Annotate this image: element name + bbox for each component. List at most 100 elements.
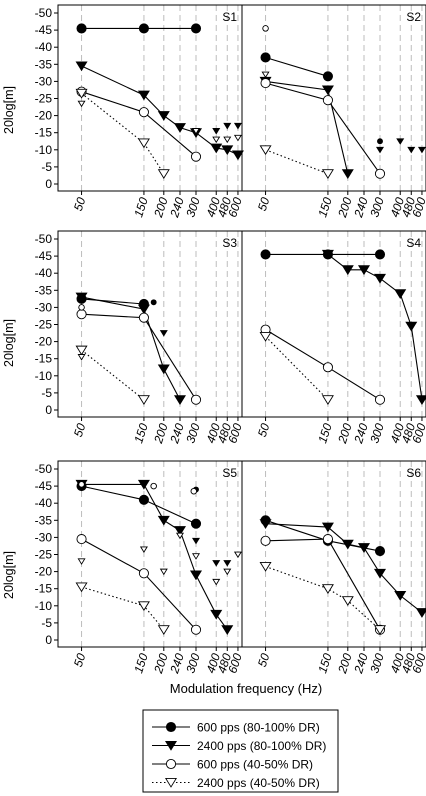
x-tick-label: 480	[215, 651, 235, 675]
data-point-unconnected	[377, 138, 383, 145]
x-tick-label: 480	[399, 195, 419, 219]
x-tick-label: 50	[71, 421, 89, 438]
x-tick-label: 150	[131, 421, 151, 445]
x-tick-label: 300	[183, 651, 203, 675]
legend-marker	[165, 721, 177, 733]
x-tick-label: 400	[388, 651, 408, 675]
data-point	[394, 289, 407, 300]
data-point	[322, 71, 333, 82]
data-point	[374, 394, 386, 405]
legend-entry: 2400 pps (40-50% DR)	[152, 776, 320, 790]
panel-frame	[241, 460, 426, 648]
data-point	[221, 625, 234, 636]
series-line	[81, 313, 197, 400]
y-tick-label: -5	[41, 160, 52, 174]
data-point	[373, 568, 387, 579]
y-tick-label: -25	[35, 318, 53, 332]
data-point	[321, 85, 334, 96]
data-point	[415, 395, 426, 406]
data-point	[157, 111, 170, 121]
data-point-unconnected	[212, 560, 221, 567]
data-point	[210, 143, 223, 154]
y-tick-label: -10	[35, 369, 53, 383]
series-line	[265, 565, 381, 631]
data-point	[138, 568, 149, 579]
data-point	[341, 265, 354, 276]
y-tick-label: -35	[35, 57, 53, 71]
y-tick-label: -50	[35, 462, 53, 476]
y-tick-label: -25	[35, 548, 53, 562]
y-tick-label: -35	[35, 283, 53, 297]
series-line	[81, 65, 239, 156]
x-tick-label: 400	[204, 421, 224, 445]
data-point	[173, 526, 186, 536]
x-tick-label: 50	[255, 651, 273, 668]
data-point	[373, 625, 387, 636]
x-tick-label: 150	[131, 651, 151, 675]
series-2	[259, 519, 426, 618]
series-1	[260, 52, 383, 145]
series-line	[81, 296, 181, 400]
panel-label: S3	[222, 236, 237, 250]
data-point	[341, 169, 354, 180]
x-tick-label: 50	[71, 195, 89, 212]
x-tick-label: 200	[151, 195, 171, 220]
data-point-unconnected	[190, 487, 198, 495]
data-point-unconnected	[159, 330, 168, 337]
x-axis-title: Modulation frequency (Hz)	[170, 681, 322, 696]
data-point-unconnected	[191, 128, 201, 135]
x-tick-label: 600	[225, 195, 245, 219]
x-tick-label: 150	[315, 421, 335, 445]
x-tick-label: 480	[215, 195, 235, 219]
x-tick-label: 600	[409, 421, 426, 445]
data-point	[321, 395, 334, 406]
y-tick-label: -45	[35, 479, 53, 493]
data-point	[75, 88, 88, 99]
data-point	[259, 561, 272, 572]
series-line	[81, 298, 144, 305]
series-2	[75, 479, 234, 636]
x-tick-label: 50	[255, 195, 273, 212]
data-point-unconnected	[396, 138, 405, 145]
data-point-unconnected	[150, 482, 157, 490]
series-2	[75, 61, 244, 161]
legend-entry: 2400 pps (80-100% DR)	[152, 739, 326, 753]
data-point	[322, 362, 333, 373]
x-tick-label: 240	[351, 651, 371, 676]
data-point	[321, 169, 334, 180]
x-tick-label: 480	[215, 421, 235, 445]
data-point-unconnected	[78, 304, 85, 311]
data-point	[322, 534, 333, 545]
y-tick-label: -20	[35, 335, 53, 349]
data-point	[259, 519, 272, 530]
x-tick-label: 200	[151, 651, 171, 676]
data-point	[260, 78, 271, 89]
data-point	[260, 535, 271, 546]
data-point-unconnected	[191, 553, 201, 560]
data-point	[373, 273, 387, 284]
legend-entry: 600 pps (80-100% DR)	[152, 721, 320, 735]
series-1	[260, 515, 386, 557]
data-point	[341, 539, 354, 550]
data-point	[75, 292, 88, 303]
data-point	[173, 123, 186, 133]
x-tick-label: 400	[388, 195, 408, 219]
data-point-unconnected	[78, 481, 85, 488]
x-tick-label: 150	[315, 651, 335, 675]
x-tick-label: 240	[351, 421, 371, 446]
data-point	[259, 331, 272, 342]
y-tick-label: -50	[35, 232, 53, 246]
series-2	[321, 249, 426, 406]
data-point-unconnected	[417, 146, 426, 154]
x-tick-label: 480	[399, 651, 419, 675]
data-point	[374, 168, 386, 179]
panel-label: S5	[222, 466, 237, 480]
data-point-unconnected	[223, 122, 232, 130]
data-point	[357, 543, 370, 553]
